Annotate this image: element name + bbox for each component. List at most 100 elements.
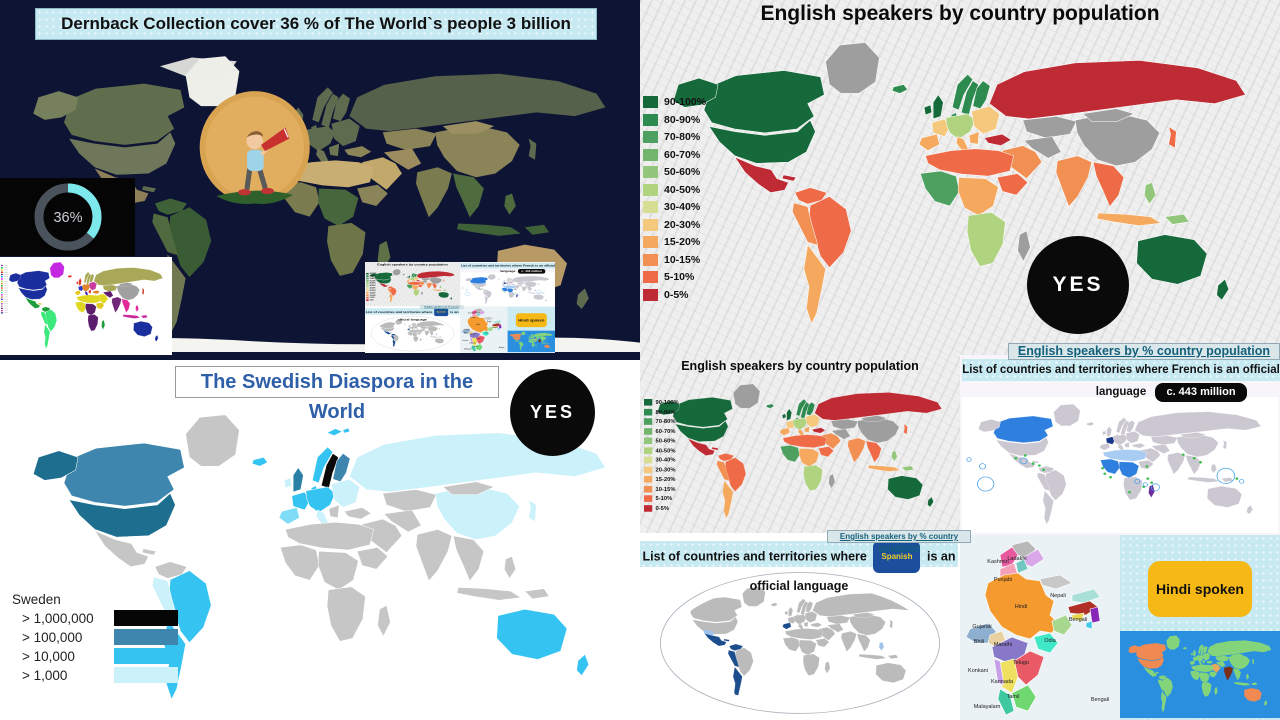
legend-row: 10-15% [644, 485, 679, 493]
west_africa-region [280, 182, 320, 217]
south_africa-region [508, 292, 515, 299]
iceland-region [402, 274, 405, 276]
legend-label: 80-90% [655, 408, 676, 416]
norway-region [411, 272, 415, 278]
french-territory-dot [476, 287, 478, 288]
india-region [415, 529, 453, 582]
percent-donut-chart: 36% [34, 183, 102, 251]
legend-row: 15-20% [643, 236, 706, 248]
new_zealand-region [927, 496, 934, 508]
south_africa-region [326, 586, 366, 642]
iceland-region [766, 403, 775, 409]
donut-box: 36% [0, 178, 135, 256]
east_europe-region [414, 276, 419, 281]
english-percent-link[interactable]: English speakers by % country population [1008, 343, 1280, 360]
norway-region [312, 446, 334, 484]
legend-label: 15-20% [655, 476, 676, 483]
legend-swatch [643, 166, 658, 178]
french-territory-dot [502, 291, 504, 292]
india-language-label: Marathi [470, 332, 476, 335]
legend-swatch [366, 292, 369, 294]
china-region [116, 283, 140, 301]
island-territory-circle [514, 293, 516, 295]
french-territory-dot [509, 295, 511, 297]
iran-region [536, 338, 539, 340]
legend-swatch [643, 148, 658, 161]
east_africa-region [1138, 459, 1154, 470]
usa-region [708, 119, 816, 164]
france-region [503, 282, 507, 285]
english-percent-link-small[interactable]: English speakers by % country population [827, 530, 971, 552]
indonesia-region [456, 587, 522, 601]
ireland-region [283, 477, 293, 489]
east_europe-region [532, 336, 535, 338]
mongolia-region [860, 415, 887, 422]
philippines-region [878, 641, 885, 651]
kazakhstan-region [830, 419, 859, 430]
iceland-region [526, 334, 528, 336]
alaska-region [465, 277, 473, 282]
norway-region [530, 333, 533, 337]
philippines-region [545, 341, 546, 343]
alaska-region [1128, 645, 1140, 654]
cuba-region [38, 302, 43, 305]
mongolia-region [540, 336, 545, 338]
sa_north-region [519, 341, 522, 343]
philippines-region [504, 193, 516, 215]
north_africa-region [502, 285, 516, 289]
png-region [1164, 213, 1190, 225]
french-territory-dot [529, 287, 531, 288]
spanish-chip[interactable]: Spanish [873, 541, 921, 573]
legend-label: 70-80% [655, 418, 676, 425]
france-region [78, 285, 84, 292]
english-percent-link-small[interactable]: English speakers by % country population [420, 305, 464, 311]
usa-region [380, 327, 395, 332]
india-language-label: Tamil [474, 346, 479, 348]
legend-swatch [366, 277, 369, 280]
legend-row: 0-5% [643, 288, 706, 301]
french-territory-dot [525, 286, 527, 288]
central_africa-region [507, 288, 514, 293]
turkey-region [416, 280, 421, 282]
legend-label: > 100,000 [22, 629, 83, 645]
turkey-region [1131, 443, 1146, 449]
legend-swatch [644, 495, 653, 502]
usa-region [69, 132, 176, 175]
west_africa-region [780, 445, 800, 463]
legend-row: 60-70% [366, 280, 376, 282]
legend-swatch [114, 667, 178, 683]
legend-label: 10-15% [369, 294, 376, 297]
philippines-region [504, 556, 517, 579]
legend-row: 60-70% [643, 148, 706, 161]
south_africa-region [966, 212, 1006, 267]
legend-row: 15-20% [644, 476, 679, 483]
india-language-label: Bengali [1091, 697, 1109, 703]
india-language-label: Bhili [464, 333, 468, 335]
iran-region [827, 623, 844, 633]
canada-region [703, 70, 825, 134]
french-territory-dot [1031, 462, 1035, 465]
east_africa-region [512, 288, 518, 291]
legend-row: 5-10% [366, 296, 376, 299]
png-region [546, 343, 549, 345]
central_europe-region [82, 283, 91, 292]
turkey-region [343, 507, 372, 520]
east_africa-region [1209, 671, 1217, 678]
legend-row: > 1,000,000 [12, 610, 178, 626]
central_africa-region [317, 551, 359, 591]
middle_east-region [534, 338, 538, 341]
spanish-chip[interactable]: Spanish [434, 308, 449, 317]
greenland-region [825, 42, 880, 94]
east_africa-region [815, 638, 830, 648]
iberia-region [407, 328, 410, 331]
madagascar-region [828, 473, 836, 489]
australia-region [1136, 234, 1208, 285]
mexico-region [1008, 452, 1036, 469]
hindi-spoken-label: Hindi spoken [1148, 561, 1252, 617]
south_africa-region [413, 336, 419, 342]
india-language-label: Ladakhi [474, 312, 480, 314]
sa_north-region [1158, 675, 1167, 680]
legend-swatch [366, 275, 369, 277]
mexico-region [687, 438, 715, 456]
usa-region [18, 285, 48, 300]
